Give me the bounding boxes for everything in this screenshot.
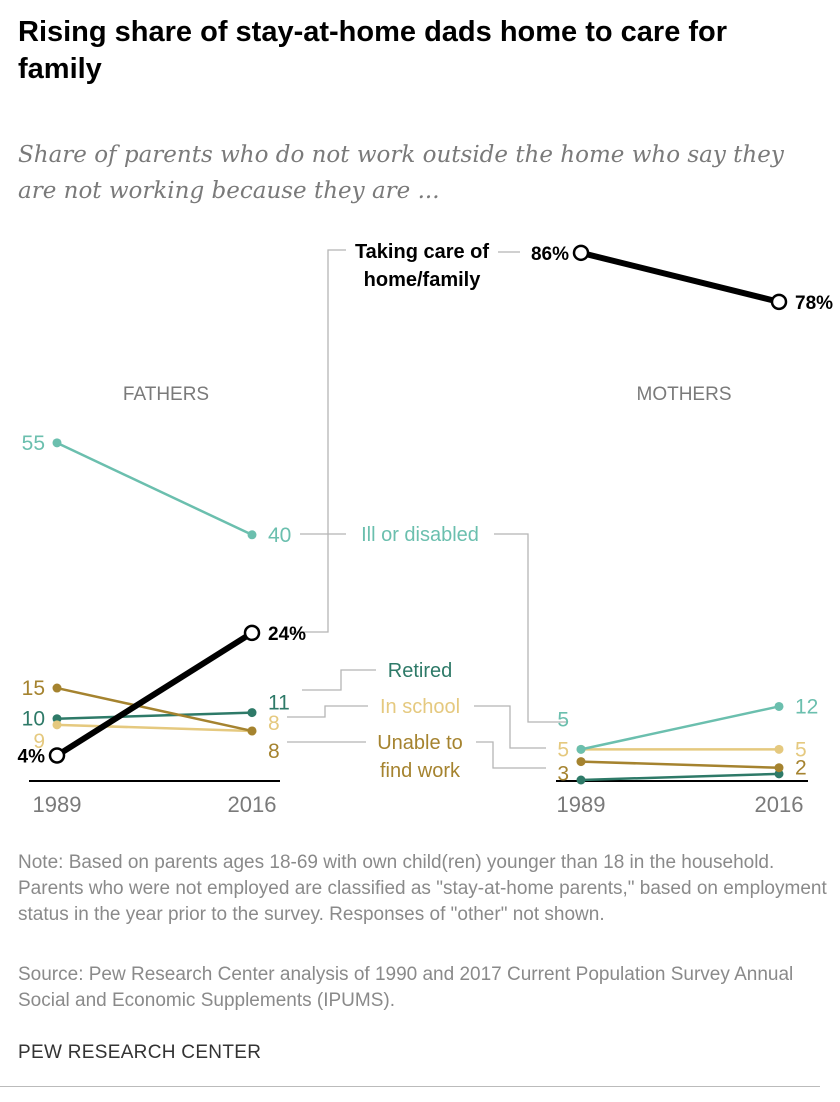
brand-logo-text: PEW RESEARCH CENTER xyxy=(18,1042,262,1063)
value-label-mothers-unable-to-find-work-1989: 3 xyxy=(557,763,569,786)
value-label-mothers-in-school-1989: 5 xyxy=(557,738,569,761)
chart-title: Rising share of stay-at-home dads home t… xyxy=(18,16,728,85)
line-fathers-retired xyxy=(56,711,253,720)
point-fathers-unable-to-find-work-2016 xyxy=(247,726,257,736)
value-label-fathers-retired-1989: 10 xyxy=(22,708,45,731)
point-fathers-retired-2016 xyxy=(247,708,257,718)
label-care-1: Taking care of xyxy=(355,241,489,263)
value-label-fathers-retired-2016: 11 xyxy=(268,692,290,715)
label-care-2: home/family xyxy=(364,269,482,291)
value-label-fathers-ill-or-disabled-2016: 40 xyxy=(268,524,291,547)
point-fathers-in-school-1989 xyxy=(52,720,62,730)
point-mothers-ill-or-disabled-2016 xyxy=(774,701,784,711)
line-fathers-unable-to-find-work xyxy=(56,686,253,733)
label-unable-2: find work xyxy=(380,760,461,782)
x-tick-fathers-2016: 2016 xyxy=(228,792,277,817)
line-fathers-taking-care-of-home-family xyxy=(55,630,254,759)
value-label-mothers-ill-or-disabled-1989: 5 xyxy=(557,708,569,731)
point-mothers-unable-to-find-work-1989 xyxy=(576,757,586,767)
chart-note: Note: Based on parents ages 18-69 with o… xyxy=(18,852,827,925)
line-mothers-ill-or-disabled xyxy=(580,705,780,751)
point-mothers-in-school-2016 xyxy=(774,744,784,754)
leader-school-left xyxy=(287,705,368,718)
point-mothers-ill-or-disabled-1989 xyxy=(576,744,586,754)
label-unable-1: Unable to xyxy=(377,732,463,754)
chart-source: Source: Pew Research Center analysis of … xyxy=(18,964,794,1011)
panel-title-fathers: FATHERS xyxy=(123,384,209,405)
leader-lines xyxy=(287,249,568,769)
point-mothers-taking-care-of-home-family-1989 xyxy=(572,244,590,262)
line-mothers-unable-to-find-work xyxy=(580,760,780,769)
value-label-fathers-in-school-1989: 9 xyxy=(33,730,45,753)
x-tick-fathers-1989: 1989 xyxy=(33,792,82,817)
x-tick-mothers-2016: 2016 xyxy=(755,792,804,817)
bottom-divider xyxy=(0,1086,820,1087)
value-label-fathers-unable-to-find-work-2016: 8 xyxy=(268,740,280,763)
value-label-fathers-ill-or-disabled-1989: 55 xyxy=(22,432,45,455)
point-fathers-ill-or-disabled-1989 xyxy=(52,438,62,448)
leader-school-right xyxy=(474,705,546,749)
line-mothers-retired xyxy=(580,772,780,782)
point-fathers-unable-to-find-work-1989 xyxy=(52,683,62,693)
x-tick-mothers-1989: 1989 xyxy=(557,792,606,817)
point-mothers-taking-care-of-home-family-2016 xyxy=(770,293,788,311)
value-label-fathers-in-school-2016: 8 xyxy=(268,712,280,735)
chart-subtitle: Share of parents who do not work outside… xyxy=(18,142,784,204)
leader-retired xyxy=(302,669,376,691)
line-fathers-ill-or-disabled xyxy=(56,441,253,536)
panel-title-mothers: MOTHERS xyxy=(637,384,732,405)
value-label-mothers-taking-care-of-home-family-2016: 78% xyxy=(795,293,833,314)
value-label-mothers-unable-to-find-work-2016: 2 xyxy=(795,757,807,780)
value-label-mothers-taking-care-of-home-family-1989: 86% xyxy=(531,244,569,265)
value-label-mothers-ill-or-disabled-2016: 12 xyxy=(795,695,818,718)
point-fathers-ill-or-disabled-2016 xyxy=(247,530,257,540)
point-mothers-unable-to-find-work-2016 xyxy=(774,763,784,773)
point-mothers-retired-1989 xyxy=(576,775,586,785)
label-school: In school xyxy=(380,696,460,718)
line-mothers-taking-care-of-home-family xyxy=(580,249,780,305)
leader-ill-right xyxy=(494,533,568,723)
point-fathers-taking-care-of-home-family-1989 xyxy=(48,747,66,764)
value-label-fathers-taking-care-of-home-family-2016: 24% xyxy=(268,624,306,645)
point-fathers-taking-care-of-home-family-2016 xyxy=(243,624,261,642)
leader-unable-right xyxy=(476,741,546,769)
leader-care-left xyxy=(292,249,346,633)
value-label-mothers-in-school-2016: 5 xyxy=(795,738,807,761)
label-ill: Ill or disabled xyxy=(361,524,479,546)
line-fathers-in-school xyxy=(56,723,253,733)
value-label-fathers-taking-care-of-home-family-1989: 4% xyxy=(18,746,46,767)
value-label-fathers-unable-to-find-work-1989: 15 xyxy=(22,677,45,700)
label-retired: Retired xyxy=(388,660,452,682)
